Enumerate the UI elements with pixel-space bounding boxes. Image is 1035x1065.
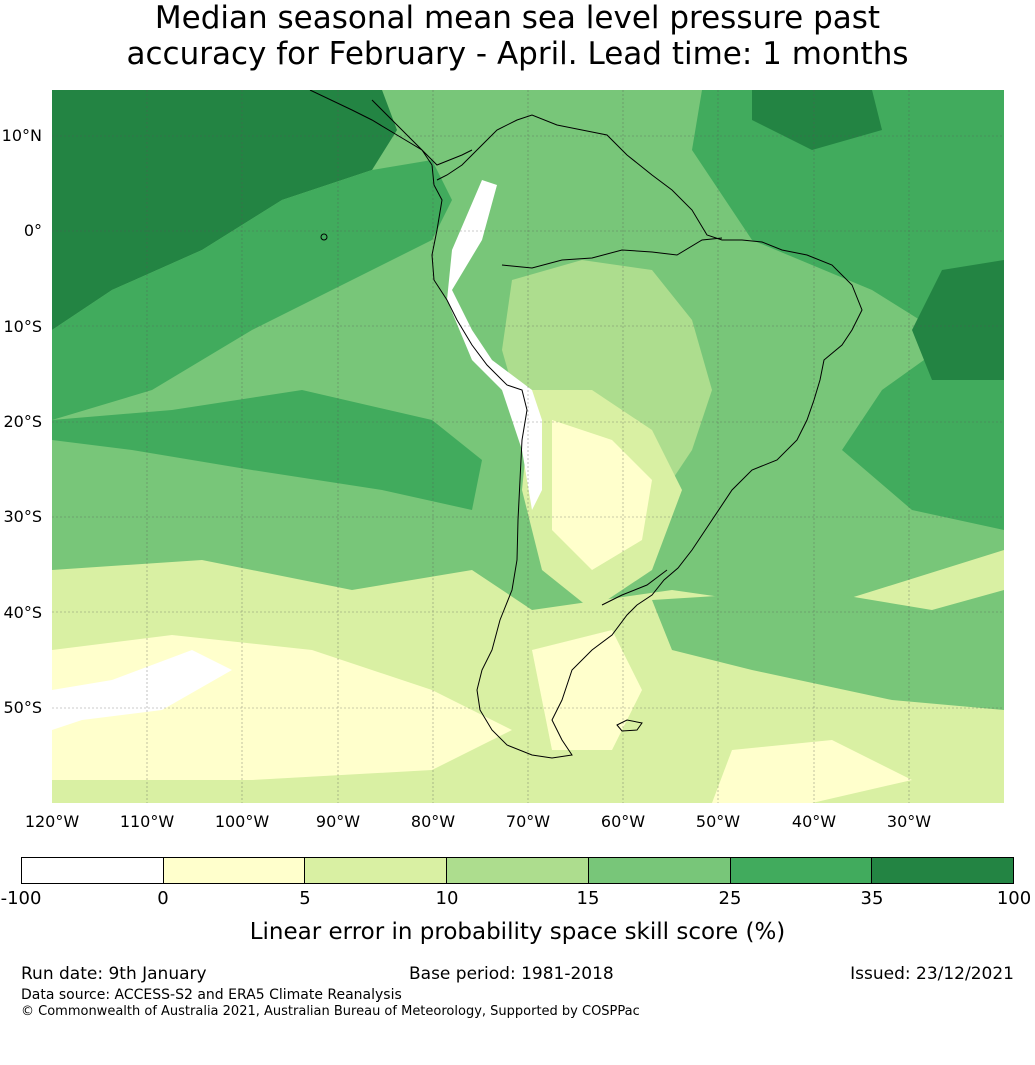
lon-label-40w: 40°W: [791, 812, 837, 831]
lat-label-10s: 10°S: [3, 317, 42, 336]
lon-label-80w: 80°W: [410, 812, 456, 831]
lat-label-40s: 40°S: [3, 603, 42, 622]
lon-label-110w: 110°W: [119, 812, 175, 831]
falkland-islands: [616, 719, 643, 732]
colorbar-tick: 100: [996, 888, 1032, 909]
data-source: Data source: ACCESS-S2 and ERA5 Climate …: [21, 987, 402, 1003]
base-period: Base period: 1981-2018: [409, 964, 614, 984]
colorbar-tick: 25: [718, 888, 742, 909]
issued-date: Issued: 23/12/2021: [850, 964, 1014, 984]
field-green-pac: [52, 160, 452, 420]
amazon-river: [501, 237, 723, 269]
colorbar-tick: -100: [0, 888, 42, 909]
field-south-cream3: [712, 740, 912, 803]
field-green-atl: [692, 90, 1004, 530]
map-title: Median seasonal mean sea level pressure …: [0, 0, 1035, 72]
field-south-green: [652, 590, 1004, 710]
lon-label-120w: 120°W: [24, 812, 80, 831]
colorbar-label: Linear error in probability space skill …: [249, 919, 786, 945]
colorbar-segment: [22, 858, 164, 883]
lat-label-20s: 20°S: [3, 412, 42, 431]
field-green-pac2: [52, 390, 482, 510]
field-dark-nw: [52, 90, 397, 330]
lat-label-50s: 50°S: [3, 698, 42, 717]
colorbar-segment: [163, 858, 306, 883]
field-andes: [447, 180, 542, 510]
galapagos-islands: [320, 233, 328, 241]
colorbar-tick: 0: [157, 888, 169, 909]
parana-river: [601, 569, 668, 606]
colorbar-segment: [730, 858, 873, 883]
colorbar: [21, 857, 1014, 884]
copyright: © Commonwealth of Australia 2021, Austra…: [21, 1004, 640, 1019]
lon-label-50w: 50°W: [695, 812, 741, 831]
field-south-white: [52, 650, 232, 730]
colorbar-tick: 5: [299, 888, 311, 909]
field-continent-cream: [552, 420, 652, 570]
title-line-1: Median seasonal mean sea level pressure …: [154, 0, 881, 36]
skill-score-map: [52, 90, 1004, 803]
lon-label-60w: 60°W: [600, 812, 646, 831]
colorbar-tick: 15: [576, 888, 600, 909]
colorbar-tick: 10: [435, 888, 459, 909]
colorbar-segment: [588, 858, 731, 883]
lat-label-30s: 30°S: [3, 507, 42, 526]
coastline-central-america: [371, 99, 473, 166]
title-line-2: accuracy for February - April. Lead time…: [126, 36, 909, 72]
coastline-south-america: [309, 90, 863, 759]
lat-label-10n: 10°N: [1, 126, 42, 145]
colorbar-segment: [447, 858, 589, 883]
run-date: Run date: 9th January: [21, 964, 207, 984]
lon-label-30w: 30°W: [886, 812, 932, 831]
field-dark-atl2: [752, 90, 882, 150]
gridlines: [52, 90, 1004, 803]
map-canvas: [52, 90, 1004, 803]
field-dark-atl: [912, 260, 1004, 380]
colorbar-tick: 35: [860, 888, 884, 909]
lon-label-90w: 90°W: [315, 812, 361, 831]
lon-label-70w: 70°W: [505, 812, 551, 831]
field-south-cream2: [532, 630, 642, 750]
lat-label-0: 0°: [23, 221, 42, 240]
colorbar-segment: [305, 858, 448, 883]
colorbar-segment: [872, 858, 1014, 883]
lon-label-100w: 100°W: [214, 812, 270, 831]
